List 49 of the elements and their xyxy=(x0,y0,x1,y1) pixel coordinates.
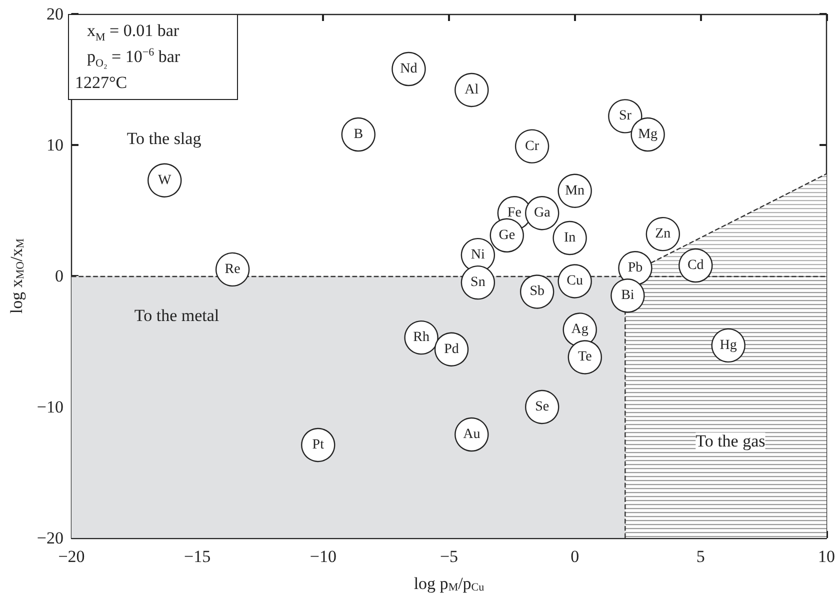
data-label: Ge xyxy=(498,228,516,243)
data-label: B xyxy=(354,127,364,142)
data-label: Bi xyxy=(621,288,634,304)
data-label: Nd xyxy=(400,62,418,77)
x-tick-label: 0 xyxy=(570,547,580,566)
y-tick-label: 0 xyxy=(54,266,64,286)
data-label: Al xyxy=(464,82,479,98)
annotation: To the gas xyxy=(696,432,766,451)
y-tick-label: 20 xyxy=(46,4,64,24)
data-label: W xyxy=(158,172,172,188)
data-label: Fe xyxy=(507,206,522,221)
note-box: x$_{M}$ = 0.01 bar p$_{O₂}$ = 10$^{−6}$ bar 1227°C xyxy=(68,14,238,100)
data-label: In xyxy=(564,230,576,246)
x-tick-label: −15 xyxy=(184,547,211,566)
x-tick-label: 10 xyxy=(818,547,835,566)
annotation: To the metal xyxy=(134,306,220,325)
data-label: Sb xyxy=(530,284,544,300)
data-label: Pd xyxy=(444,342,459,357)
data-label: Rh xyxy=(413,330,430,346)
data-label: Zn xyxy=(655,226,671,242)
x-tick-label: 5 xyxy=(696,547,705,566)
y-axis-title: log xMO/xM xyxy=(7,238,26,314)
data-label: Cd xyxy=(687,258,704,274)
data-label: Mg xyxy=(638,127,658,142)
y-tick-label: −20 xyxy=(36,528,64,548)
annotation: 1227°C xyxy=(74,72,128,94)
data-label: Pb xyxy=(628,260,643,276)
data-label: Hg xyxy=(720,338,737,353)
data-label: Ga xyxy=(534,206,552,221)
data-label: Ni xyxy=(470,248,486,263)
annotation: To the slag xyxy=(126,128,202,148)
data-label: Te xyxy=(578,350,592,365)
x-tick-label: −20 xyxy=(58,547,85,566)
x-tick-label: −10 xyxy=(310,547,336,566)
data-label: Mn xyxy=(565,183,585,198)
data-label: Cu xyxy=(566,274,583,289)
data-label: Ag xyxy=(571,322,588,338)
data-label: Re xyxy=(224,262,240,277)
data-label: Sn xyxy=(470,275,486,290)
data-label: Cr xyxy=(525,138,540,154)
data-label: Au xyxy=(463,427,480,442)
x-tick-label: −5 xyxy=(440,547,458,566)
data-label: Se xyxy=(535,400,550,414)
y-tick-label: −10 xyxy=(36,398,64,416)
annotation: x$_{M}$ = 0.01 bar xyxy=(86,20,180,44)
data-label: Sr xyxy=(618,108,632,124)
y-tick-label: 10 xyxy=(46,136,64,154)
annotation: p$_{O₂}$ = 10$^{−6}$ bar xyxy=(86,45,182,70)
data-label: Pt xyxy=(312,437,324,452)
